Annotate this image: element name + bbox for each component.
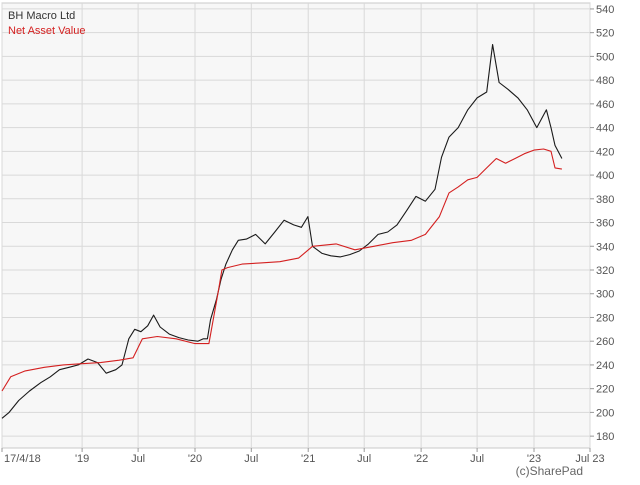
y-tick-label: 460 (596, 99, 614, 111)
y-tick-label: 180 (596, 431, 614, 443)
watermark-text: (c)SharePad (516, 464, 583, 478)
x-tick-label: Jul (131, 453, 145, 465)
legend: BH Macro Ltd Net Asset Value (8, 10, 85, 37)
legend-entry-bh-macro: BH Macro Ltd (8, 10, 75, 22)
x-tick-label: '21 (301, 453, 315, 465)
x-tick-label: Jul (357, 453, 371, 465)
x-tick-label: Jul (244, 453, 258, 465)
x-tick-label: Jul (470, 453, 484, 465)
x-tick-label: Jul 23 (575, 453, 604, 465)
y-tick-label: 220 (596, 384, 614, 396)
x-tick-label: '19 (75, 453, 89, 465)
series-lines (1, 43, 563, 419)
series-line-nav (1, 148, 562, 392)
axes: 180 200 220 240 260 280 300 320 340 360 380 400 420 4… (1, 4, 614, 465)
y-tick-label: 320 (596, 265, 614, 277)
y-tick-label: 440 (596, 123, 614, 135)
x-tick-label: 17/4/18 (4, 453, 41, 465)
y-tick-label: 540 (596, 4, 614, 16)
y-tick-label: 380 (596, 194, 614, 206)
y-tick-label: 200 (596, 407, 614, 419)
x-tick-label: '22 (414, 453, 428, 465)
y-tick-label: 500 (596, 51, 614, 63)
x-tick-label: '23 (527, 453, 541, 465)
y-tick-label: 260 (596, 336, 614, 348)
y-tick-label: 480 (596, 75, 614, 87)
y-tick-label: 280 (596, 312, 614, 324)
y-tick-label: 520 (596, 28, 614, 40)
y-tick-label: 400 (596, 170, 614, 182)
y-tick-label: 240 (596, 360, 614, 372)
y-tick-label: 420 (596, 146, 614, 158)
series-line-share-price (1, 43, 563, 419)
y-tick-label: 360 (596, 218, 614, 230)
y-tick-label: 340 (596, 241, 614, 253)
y-tick-label: 300 (596, 289, 614, 301)
x-tick-label: '20 (188, 453, 202, 465)
legend-entry-nav: Net Asset Value (8, 25, 85, 37)
